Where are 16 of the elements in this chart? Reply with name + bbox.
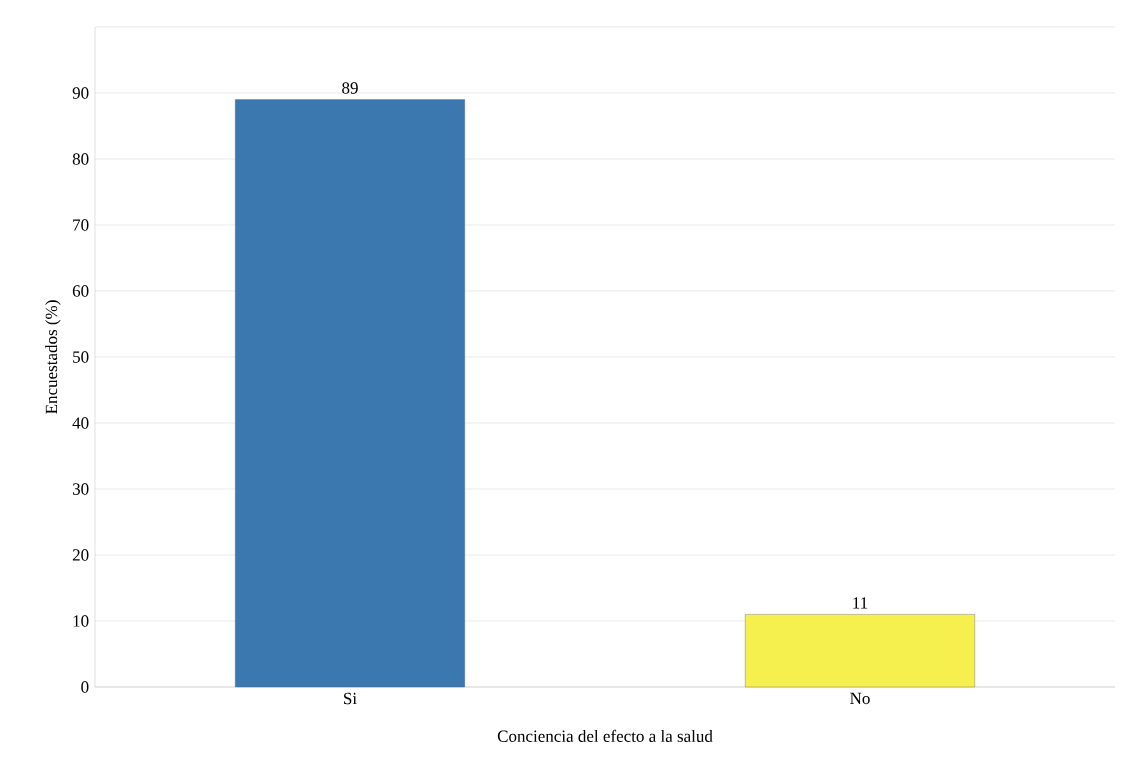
y-tick-label: 90	[72, 87, 89, 99]
x-tick-label: Si	[344, 692, 357, 705]
y-tick-label: 70	[73, 219, 89, 231]
y-tick-label: 10	[73, 615, 89, 627]
y-axis-title: Encuestados (%)	[45, 300, 61, 414]
y-tick-label: 30	[72, 483, 89, 495]
data-label: 11	[853, 597, 868, 609]
y-tick-label: 50	[73, 351, 89, 363]
y-tick-label: 20	[72, 549, 89, 561]
x-axis-title: Conciencia del efecto a la salud	[497, 729, 713, 742]
y-tick-label: 80	[72, 153, 89, 165]
y-tick-label: 60	[72, 285, 89, 297]
y-tick-label: 40	[72, 417, 89, 429]
x-tick-label: No	[850, 692, 870, 705]
y-tick-label: 0	[81, 681, 89, 693]
data-label: 89	[342, 82, 358, 94]
